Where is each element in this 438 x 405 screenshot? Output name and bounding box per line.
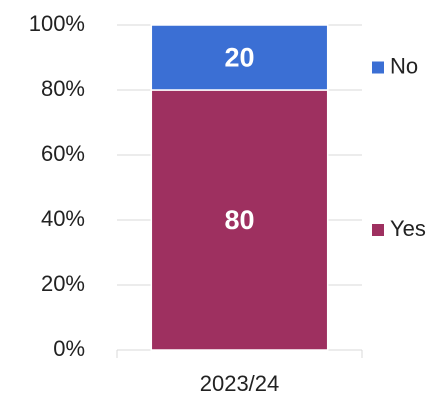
y-tick-label: 40% <box>41 206 85 231</box>
data-label: 20 <box>224 43 254 73</box>
y-tick-label: 80% <box>41 76 85 101</box>
legend-label: Yes <box>390 216 426 241</box>
legend-swatch <box>372 224 384 236</box>
legend-label: No <box>390 53 418 78</box>
y-tick-label: 60% <box>41 141 85 166</box>
y-tick-label: 20% <box>41 271 85 296</box>
y-tick-label: 100% <box>29 11 85 36</box>
x-tick-label: 2023/24 <box>200 371 280 396</box>
bar-segment <box>150 89 329 351</box>
y-tick-label: 0% <box>53 336 85 361</box>
data-label: 80 <box>224 205 254 235</box>
legend-swatch <box>372 61 384 74</box>
bar-segment <box>150 24 329 91</box>
